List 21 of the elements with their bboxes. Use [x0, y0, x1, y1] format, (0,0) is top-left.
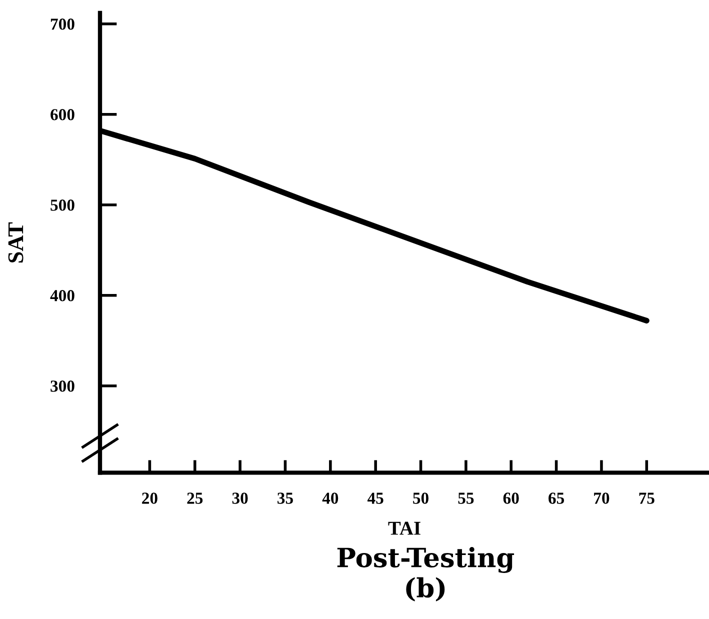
text: Post-Testing	[337, 547, 514, 573]
x-tick-label: 25	[187, 492, 203, 504]
y-tick-label: 600	[50, 109, 74, 120]
x-axis-title: TAI	[388, 522, 420, 535]
y-tick-label: 300	[50, 380, 74, 392]
x-tick-label: 20	[142, 492, 158, 504]
y-tick-label: 500	[50, 200, 74, 211]
x-tick-label: 60	[503, 492, 519, 504]
y-tick-label: 700	[50, 18, 74, 30]
x-tick-label: 30	[232, 492, 248, 504]
x-tick-label: 70	[594, 492, 610, 504]
text: (b)	[406, 577, 445, 602]
x-tick-label: 75	[639, 492, 654, 504]
x-tick-label: 55	[458, 492, 474, 504]
x-tick-label: 35	[278, 492, 293, 504]
y-axis-title: SAT	[8, 222, 24, 262]
x-tick-label: 45	[367, 492, 384, 504]
x-tick-label: 40	[322, 492, 338, 504]
x-tick-label: 50	[413, 492, 428, 504]
x-tick-label: 65	[548, 492, 564, 504]
y-tick-label: 400	[50, 290, 74, 302]
